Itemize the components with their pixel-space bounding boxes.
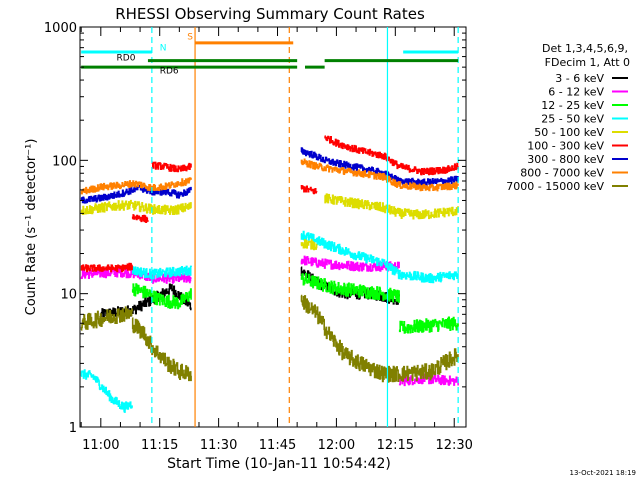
series-800-7000-kev-trace-1 xyxy=(300,158,459,192)
y-tick-label-1000: 1000 xyxy=(44,21,77,36)
legend-entry-7000-15000-kev: 7000 - 15000 keV xyxy=(506,180,628,193)
series-12-25-kev xyxy=(131,272,459,334)
x-tick-label-11-15: 11:15 xyxy=(141,438,178,453)
series-50-100-kev-trace-0 xyxy=(80,199,192,215)
series-7000-15000-kev-trace-2 xyxy=(300,294,459,383)
legend-label-300-800-kev: 300 - 800 keV xyxy=(527,153,604,166)
series-100-300-kev-trace-3 xyxy=(300,185,318,195)
x-tick-label-12-30: 12:30 xyxy=(435,438,472,453)
series-800-7000-kev-trace-0 xyxy=(80,177,192,195)
series-12-25-kev-trace-1 xyxy=(300,272,400,303)
legend-entry-12-25-kev: 12 - 25 keV xyxy=(541,99,628,112)
series-100-300-kev-trace-4 xyxy=(324,135,459,176)
legend-label-12-25-kev: 12 - 25 keV xyxy=(541,99,604,112)
series-100-300-kev-trace-1 xyxy=(131,214,149,223)
series-25-50-kev-trace-2 xyxy=(300,230,459,284)
legend-label-7000-15000-kev: 7000 - 15000 keV xyxy=(506,180,604,193)
legend-label-3-6-kev: 3 - 6 keV xyxy=(555,72,604,85)
series-100-300-kev-trace-0 xyxy=(80,262,133,273)
legend: Det 1,3,4,5,6,9, FDecim 1, Att 0 3 - 6 k… xyxy=(506,42,630,193)
series-300-800-kev-trace-1 xyxy=(300,147,459,187)
legend-entry-300-800-kev: 300 - 800 keV xyxy=(527,153,628,166)
legend-entry-50-100-kev: 50 - 100 keV xyxy=(534,126,628,139)
y-tick-label-1: 1 xyxy=(69,421,77,436)
series-25-50-kev-trace-0 xyxy=(80,369,133,413)
legend-header-line-2: FDecim 1, Att 0 xyxy=(545,56,630,69)
series-7000-15000-kev-trace-1 xyxy=(131,317,192,382)
legend-label-6-12-kev: 6 - 12 keV xyxy=(548,86,604,99)
series-50-100-kev xyxy=(80,193,459,251)
x-tick-label-11-00: 11:00 xyxy=(82,438,119,453)
x-tick-label-11-45: 11:45 xyxy=(259,438,296,453)
flag-label-s: S xyxy=(187,32,193,42)
legend-entry-25-50-kev: 25 - 50 keV xyxy=(541,113,628,126)
legend-entry-3-6-kev: 3 - 6 keV xyxy=(555,72,628,85)
series-7000-15000-kev-trace-0 xyxy=(80,306,133,331)
y-tick-label-10: 10 xyxy=(60,288,77,303)
y-tick-label-100: 100 xyxy=(52,154,77,169)
timestamp: 13-Oct-2021 18:19 xyxy=(570,469,636,477)
legend-entry-100-300-kev: 100 - 300 keV xyxy=(527,140,628,153)
series-50-100-kev-trace-1 xyxy=(300,239,318,251)
flag-layer: N S RD0 RD6 xyxy=(81,27,459,427)
series-6-12-kev-trace-1 xyxy=(300,255,400,272)
legend-label-800-7000-kev: 800 - 7000 keV xyxy=(520,167,604,180)
x-tick-label-12-00: 12:00 xyxy=(318,438,355,453)
legend-label-25-50-kev: 25 - 50 keV xyxy=(541,113,604,126)
flag-label-n: N xyxy=(160,44,167,54)
series-12-25-kev-trace-2 xyxy=(398,316,459,334)
series-300-800-kev-trace-0 xyxy=(80,185,192,204)
chart-title: RHESSI Observing Summary Count Rates xyxy=(115,5,425,23)
series-100-300-kev-trace-2 xyxy=(151,161,192,173)
axis-layer: 1 10 100 1000 11:00 11:15 11:30 11:45 12:00 12:15… xyxy=(44,21,473,453)
series-6-12-kev-trace-2 xyxy=(398,373,459,387)
flag-label-rd6: RD6 xyxy=(160,67,179,77)
x-tick-label-11-30: 11:30 xyxy=(200,438,237,453)
x-tick-label-12-15: 12:15 xyxy=(377,438,414,453)
series-25-50-kev xyxy=(80,230,459,413)
y-axis-label: Count Rate (s⁻¹ detector⁻¹) xyxy=(24,139,39,316)
legend-entry-6-12-kev: 6 - 12 keV xyxy=(548,86,628,99)
series-800-7000-kev xyxy=(80,158,459,195)
x-axis-label: Start Time (10-Jan-11 10:54:42) xyxy=(167,456,391,472)
series-12-25-kev-trace-0 xyxy=(131,283,192,310)
data-layer xyxy=(80,135,459,413)
flag-label-rd0: RD0 xyxy=(117,54,136,64)
legend-header-line-1: Det 1,3,4,5,6,9, xyxy=(542,42,628,55)
series-100-300-kev xyxy=(80,135,459,273)
series-300-800-kev xyxy=(80,147,459,204)
legend-label-100-300-kev: 100 - 300 keV xyxy=(527,140,604,153)
series-50-100-kev-trace-2 xyxy=(324,193,459,220)
plot-frame xyxy=(79,26,467,428)
series-25-50-kev-trace-1 xyxy=(131,265,192,280)
series-7000-15000-kev xyxy=(80,294,459,383)
legend-label-50-100-kev: 50 - 100 keV xyxy=(534,126,604,139)
legend-entry-800-7000-kev: 800 - 7000 keV xyxy=(520,167,628,180)
